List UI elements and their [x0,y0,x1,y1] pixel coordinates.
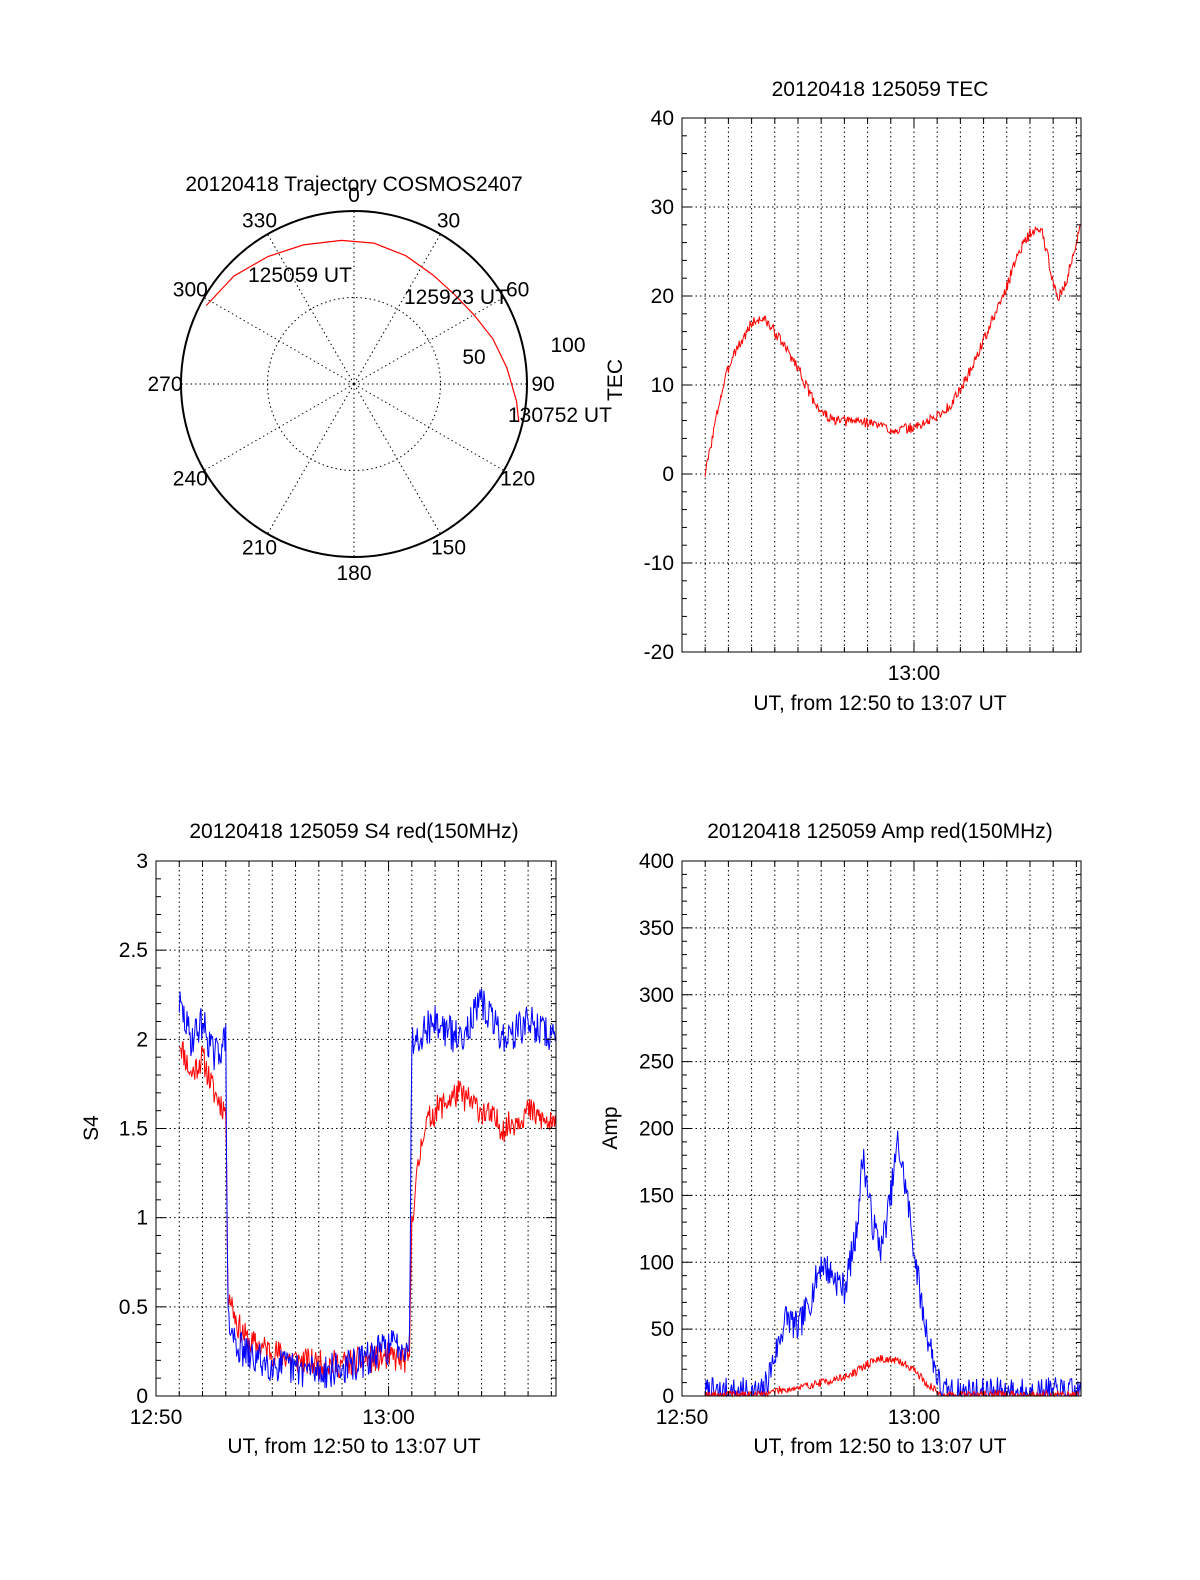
trajectory-time-label: 125923 UT [404,286,508,309]
y-tick-label: 100 [639,1251,674,1274]
y-tick-label: 2.5 [119,939,148,962]
polar-grid [180,210,528,558]
amp-title: 20120418 125059 Amp red(150MHz) [707,820,1053,843]
x-tick-label: 13:00 [888,1406,941,1429]
amp-axes: 0 50 100 150 200 250 300 350 400 12:50 13:00 [639,850,1082,1429]
y-tick-label: 0 [662,1385,674,1408]
y-tick-label: 150 [639,1184,674,1207]
azimuth-label: 210 [242,537,277,560]
y-tick-label: 50 [651,1318,674,1341]
amp-panel: 20120418 125059 Amp red(150MHz) 0 50 100 15… [599,820,1082,1458]
s4-xlabel: UT, from 12:50 to 13:07 UT [227,1435,480,1458]
y-tick-label: 2 [136,1028,148,1051]
azimuth-label: 270 [147,373,182,396]
tec-series [704,224,1082,477]
polar-annotations: 125059 UT 125923 UT 130752 UT [248,264,612,427]
y-tick-label: 0.5 [119,1296,148,1319]
polar-trajectory-panel: 20120418 Trajectory COSMOS2407 030609012… [147,173,612,585]
azimuth-label: 60 [506,279,529,302]
azimuth-spoke [203,383,355,471]
amp-series-line-1 [704,1130,1082,1398]
y-tick-label: -10 [644,552,674,575]
azimuth-spoke [353,383,505,471]
azimuth-label: 180 [336,562,371,585]
y-tick-label: 40 [651,107,674,130]
y-tick-label: 0 [662,463,674,486]
azimuth-spoke [267,383,355,535]
azimuth-spoke [267,233,355,385]
s4-series-line-2 [178,988,557,1389]
azimuth-label: 150 [431,537,466,560]
s4-axes: 0 0.5 1 1.5 2 2.5 3 12:50 13:00 [119,850,557,1429]
y-tick-label: 1 [136,1207,148,1230]
y-tick-label: 350 [639,917,674,940]
s4-grid [156,861,556,1396]
azimuth-spoke [353,233,441,385]
polar-title: 20120418 Trajectory COSMOS2407 [185,173,522,196]
y-tick-label: 200 [639,1118,674,1141]
horizon-circle [180,210,528,558]
y-tick-label: 300 [639,984,674,1007]
ring-label: 50 [462,346,485,369]
amp-series-line-2 [705,1354,1082,1398]
y-tick-label: 400 [639,850,674,873]
azimuth-spoke [353,297,505,385]
azimuth-label: 240 [173,468,208,491]
y-tick-label: -20 [644,641,674,664]
y-tick-label: 0 [136,1385,148,1408]
tec-grid [682,118,1081,652]
trajectory-time-label: 125059 UT [248,264,352,287]
s4-ylabel: S4 [80,1115,103,1141]
y-tick-label: 1.5 [119,1118,148,1141]
y-tick-label: 10 [651,374,674,397]
polar-azimuth-labels: 0 30 60 90 120 150 180 210 240 270 300 330 [147,184,554,585]
amp-series [704,1130,1082,1398]
s4-series-line-1 [178,1041,557,1380]
tec-title: 20120418 125059 TEC [772,78,989,101]
tec-axes: -20 -10 0 10 20 30 40 13:00 [644,107,1082,685]
y-tick-label: 20 [651,285,674,308]
tec-xlabel: UT, from 12:50 to 13:07 UT [753,692,1006,715]
azimuth-label: 30 [437,209,460,232]
amp-xlabel: UT, from 12:50 to 13:07 UT [753,1435,1006,1458]
trajectory-time-label: 130752 UT [508,404,612,427]
tec-ylabel: TEC [604,359,627,401]
ring-label: 100 [550,334,585,357]
polar-trajectory [205,239,520,423]
azimuth-label: 300 [173,279,208,302]
x-tick-label: 13:00 [888,662,941,685]
s4-panel: 20120418 125059 S4 red(150MHz) 0 0.5 1 1.5 2… [80,820,557,1458]
azimuth-spoke [203,297,355,385]
amp-grid [682,861,1081,1396]
azimuth-label: 0 [348,184,360,207]
x-tick-label: 12:50 [656,1406,709,1429]
s4-title: 20120418 125059 S4 red(150MHz) [189,820,518,843]
azimuth-label: 120 [500,468,535,491]
amp-ylabel: Amp [599,1106,622,1149]
azimuth-spoke [353,383,441,535]
s4-series [178,988,557,1389]
y-tick-label: 30 [651,196,674,219]
tec-panel: 20120418 125059 TEC -20 -10 0 10 20 30 40 13:00… [604,78,1082,715]
trajectory-line [205,239,520,423]
y-tick-label: 250 [639,1051,674,1074]
y-tick-label: 3 [136,850,148,873]
x-tick-label: 13:00 [362,1406,415,1429]
tec-series-line-1 [704,224,1082,477]
polar-ring-labels: 50 100 [462,334,585,369]
azimuth-label: 330 [242,209,277,232]
azimuth-label: 90 [531,373,554,396]
x-tick-label: 12:50 [130,1406,183,1429]
